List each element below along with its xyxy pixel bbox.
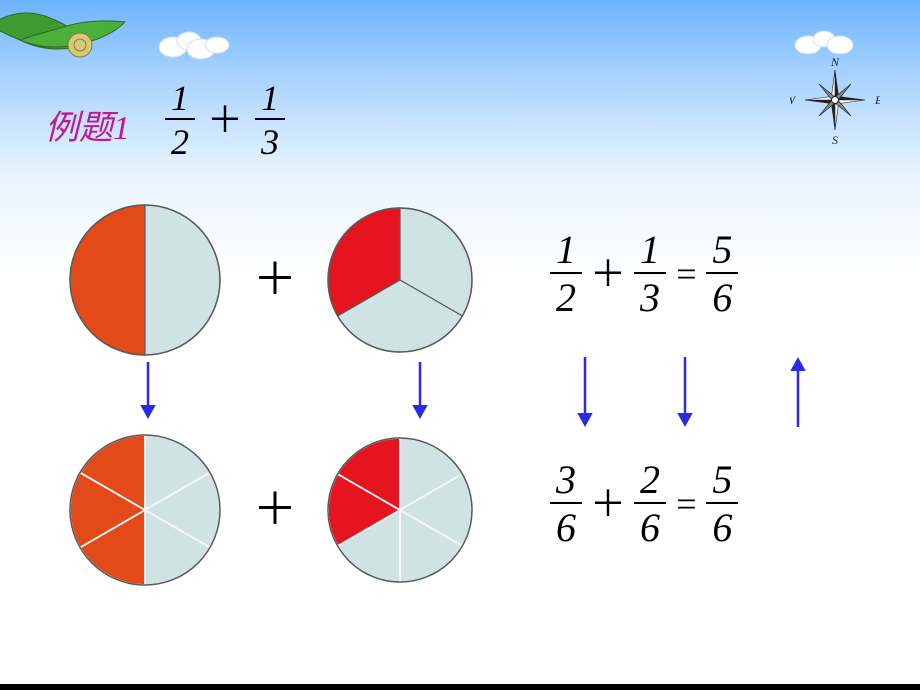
arrow-down-icon: [675, 355, 695, 435]
arrow-down-icon: [575, 355, 595, 435]
compass-icon: N S E W: [790, 55, 880, 145]
arrow-down-icon: [138, 360, 158, 430]
plus-icon: ＋: [249, 258, 301, 302]
compass-w: W: [790, 93, 796, 107]
pie-row-top: ＋: [65, 200, 475, 360]
pie-half: [65, 200, 225, 360]
pie-third: [325, 205, 475, 355]
header-expression: 1 2 ＋ 1 3: [165, 80, 285, 160]
equation-top: 12 ＋ 13 = 56: [550, 230, 738, 318]
clouds-left: [155, 25, 235, 65]
example-title: 例题1: [45, 100, 130, 149]
pie-row-bottom: ＋: [65, 430, 475, 590]
arrow-down-icon: [410, 360, 430, 430]
header-frac-a: 1 2: [165, 80, 195, 160]
pie-three-sixths: [65, 430, 225, 590]
compass-s: S: [832, 133, 838, 145]
compass-e: E: [874, 93, 880, 107]
header-frac-b: 1 3: [255, 80, 285, 160]
compass-n: N: [830, 55, 840, 69]
plus-icon: ＋: [249, 488, 301, 532]
arrow-up-icon: [788, 355, 808, 435]
header-plus: ＋: [199, 102, 251, 138]
leaf-decoration: [0, 0, 140, 80]
pie-two-sixths: [325, 435, 475, 585]
equation-bottom: 36 ＋ 26 = 56: [550, 460, 738, 548]
